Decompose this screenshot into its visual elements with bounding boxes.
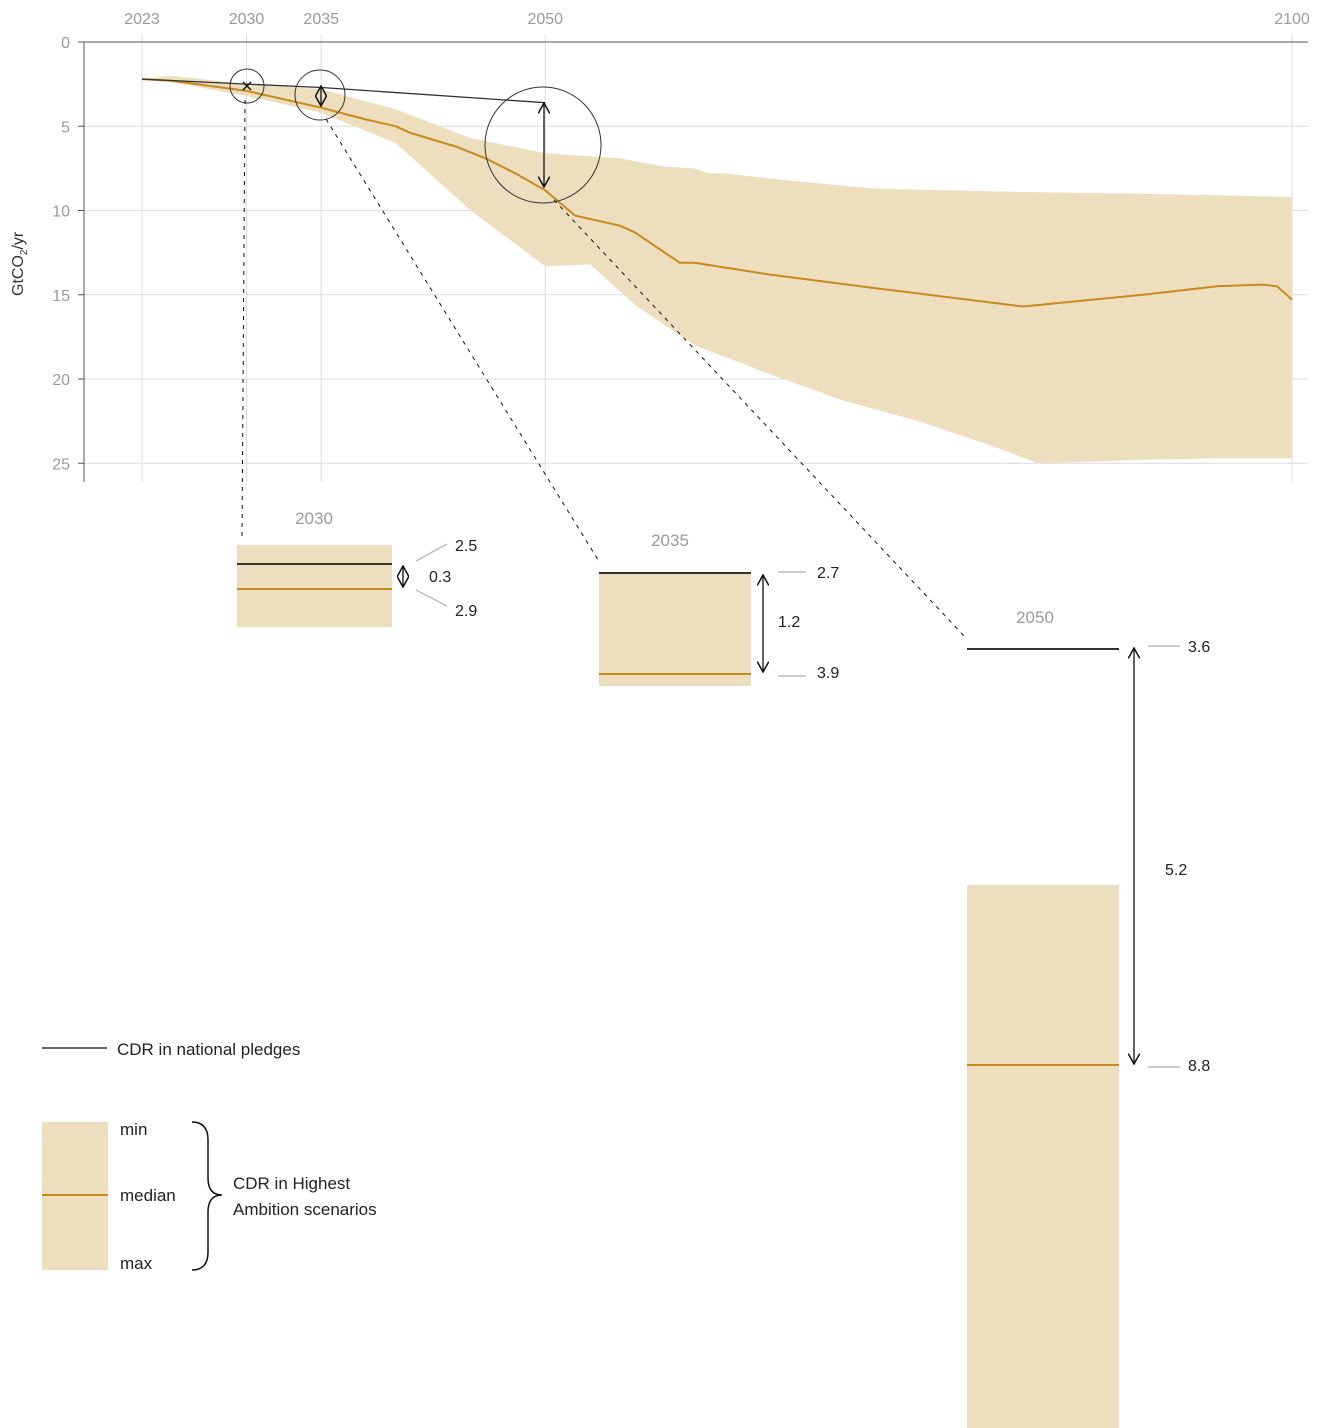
- cross-2030-b: [242, 81, 252, 91]
- xtick-label-2100: 2100: [1274, 11, 1310, 28]
- inset-2030: 2030 2.5 0.3 2.9: [237, 509, 477, 627]
- xtick-label-2050: 2050: [527, 11, 563, 28]
- inset-2030-band: [237, 545, 392, 627]
- legend-band-max: max: [120, 1254, 153, 1273]
- connector-2050: [553, 199, 966, 638]
- inset-2035-band: [599, 573, 751, 686]
- xtick-label-2035: 2035: [303, 11, 339, 28]
- ytick-label-25: 25: [52, 456, 70, 473]
- inset-2050-pledge-label: 3.6: [1188, 639, 1210, 656]
- y-axis-label-sub: 2: [19, 249, 30, 255]
- scenario-band: [142, 75, 1292, 464]
- inset-2030-diff-label: 0.3: [429, 569, 451, 586]
- connector-2030: [241, 99, 246, 539]
- ytick-label-5: 5: [61, 119, 70, 136]
- median-line: [141, 78, 1293, 308]
- zoom-circle-2030: [229, 68, 265, 104]
- inset-2035: 2035 2.7 1.2 3.9: [599, 531, 839, 686]
- legend-pledge-label: CDR in national pledges: [117, 1040, 300, 1059]
- legend-band-min: min: [120, 1120, 147, 1139]
- xtick-label-2023: 2023: [124, 11, 160, 28]
- zoom-annotations: [229, 68, 966, 638]
- connector-2035: [325, 118, 601, 564]
- y-axis-label-base: GtCO: [10, 255, 27, 296]
- zoom-circle-2035: [294, 69, 346, 121]
- inset-2050-diff-label: 5.2: [1165, 862, 1187, 879]
- inset-2035-year: 2035: [651, 531, 689, 550]
- inset-2030-pledge-label: 2.5: [455, 538, 477, 555]
- series: [141, 75, 1293, 464]
- legend-scenario-line1: CDR in Highest: [233, 1174, 350, 1193]
- inset-2030-year: 2030: [295, 509, 333, 528]
- inset-2050-median-label: 8.8: [1188, 1058, 1210, 1075]
- zoom-circle-2050: [484, 86, 602, 204]
- legend-scenario-line2: Ambition scenarios: [233, 1200, 377, 1219]
- legend: CDR in national pledges min median max C…: [42, 1040, 377, 1273]
- inset-2030-median-label: 2.9: [455, 603, 477, 620]
- ytick-label-0: 0: [61, 35, 70, 52]
- ytick-label-15: 15: [52, 288, 70, 305]
- inset-2035-pledge-label: 2.7: [817, 565, 839, 582]
- inset-2050-year: 2050: [1016, 608, 1054, 627]
- xtick-label-2030: 2030: [229, 11, 265, 28]
- inset-2030-leader-bottom: [415, 589, 448, 607]
- inset-2035-median-label: 3.9: [817, 665, 839, 682]
- legend-band-median: median: [120, 1186, 176, 1205]
- y-axis-label-unit: /yr: [10, 231, 27, 249]
- axis-ticks: 0 5 10 15 20 25 2023 2030 2035 2050 2100: [52, 11, 1310, 482]
- y-axis-label: GtCO2/yr: [10, 231, 30, 296]
- ytick-label-20: 20: [52, 372, 70, 389]
- pledge-line: [141, 78, 546, 104]
- inset-2050-band: [967, 885, 1119, 1428]
- inset-2050: 2050 3.6 5.2 8.8: [967, 608, 1210, 1428]
- ytick-label-10: 10: [52, 204, 70, 221]
- inset-2035-diff-label: 1.2: [778, 614, 800, 631]
- inset-2030-leader-top: [415, 543, 448, 562]
- legend-brace: [191, 1121, 223, 1271]
